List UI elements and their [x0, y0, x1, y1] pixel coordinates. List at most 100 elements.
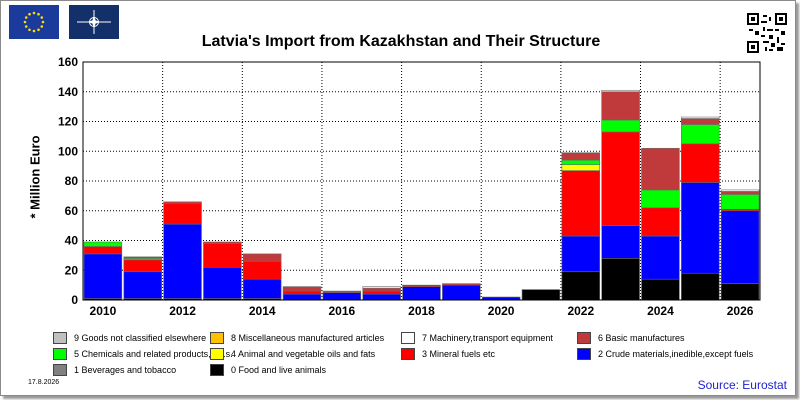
bar-segment [641, 278, 680, 301]
bar-segment [720, 283, 760, 301]
x-tick-label: 2026 [727, 304, 754, 318]
y-tick-label: 160 [58, 55, 78, 69]
bar-segment [720, 194, 760, 210]
plot-border [82, 61, 761, 301]
bar-segment [282, 293, 322, 301]
bar-segment [203, 266, 242, 299]
legend-swatch [53, 364, 67, 376]
bar-segment [681, 182, 720, 274]
bar-chart: 0 20 40 60 80 100 120 140 160 2010 2012 2014 2016 201… [58, 55, 761, 318]
legend-label: 0 Food and live animals [231, 365, 327, 375]
legend-swatch [53, 348, 67, 360]
bar-segment [402, 286, 441, 301]
bar-segment [561, 170, 601, 237]
bar-segment [601, 89, 640, 93]
y-tick-label: 120 [58, 115, 78, 129]
legend-label: 5 Chemicals and related products,n.e.s. [74, 349, 233, 359]
bar-segment [641, 189, 680, 209]
bar-segment [641, 235, 680, 280]
chart-title: Latvia's Import from Kazakhstan and Thei… [201, 33, 601, 50]
legend-item: 1 Beverages and tobacco [53, 364, 176, 376]
bar-segment [442, 284, 481, 301]
bar-segment [362, 293, 401, 301]
legend-swatch [210, 348, 224, 360]
bar-segment [641, 207, 680, 237]
bar-segment [681, 272, 720, 301]
bar-segment [163, 201, 202, 204]
bar-segment [720, 191, 760, 195]
bar-segment [681, 143, 720, 183]
bar-segment [681, 118, 720, 125]
bar-segment [720, 189, 760, 192]
bar-segment [720, 210, 760, 284]
bar-segment [362, 286, 401, 289]
legend-swatch [577, 348, 591, 360]
bar-segment [601, 258, 640, 301]
bar-segment [362, 290, 401, 295]
legend-item: 7 Machinery,transport equipment [401, 332, 553, 344]
bar-segment [83, 246, 123, 255]
bar-segment [601, 131, 640, 226]
bar-segment [601, 225, 640, 259]
bar-segment [203, 241, 242, 244]
legend-item: 0 Food and live animals [210, 364, 326, 376]
eu-flag-icon [9, 5, 59, 39]
x-tick-label: 2014 [249, 304, 276, 318]
bar-segment [123, 271, 162, 299]
y-tick-label: 60 [65, 204, 79, 218]
bar-segment [442, 283, 481, 286]
bar-segment [641, 147, 680, 191]
legend-swatch [53, 332, 67, 344]
bar-segment [322, 290, 362, 293]
x-tick-label: 2022 [567, 304, 594, 318]
bar-segment [163, 203, 202, 225]
legend-label: 8 Miscellaneous manufactured articles [231, 333, 385, 343]
bar-segment [83, 241, 123, 247]
bar-segment [561, 159, 601, 165]
bar-segment [521, 289, 561, 301]
bar-segment [83, 253, 123, 299]
bar-segment [242, 261, 282, 280]
legend-swatch [401, 348, 415, 360]
bar-segment [362, 287, 401, 292]
y-tick-label: 100 [58, 144, 78, 158]
bar-segment [681, 124, 720, 145]
bar-segment [561, 235, 601, 273]
legend-item: 3 Mineral fuels etc [401, 348, 495, 360]
bar-segment [282, 290, 322, 295]
legend-label: 2 Crude materials,inedible,except fuels [598, 349, 754, 359]
legend-swatch [210, 364, 224, 376]
legend-swatch [577, 332, 591, 344]
x-tick-label: 2010 [90, 304, 117, 318]
source-label: Source: Eurostat [697, 378, 787, 392]
legend-item: 8 Miscellaneous manufactured articles [210, 332, 384, 344]
nato-flag-icon [69, 5, 119, 39]
legend-label: 4 Animal and vegetable oils and fats [231, 349, 376, 359]
x-tick-label: 2024 [647, 304, 674, 318]
legend-label: 1 Beverages and tobacco [74, 365, 177, 375]
legend-label: 9 Goods not classified elsewhere [74, 333, 207, 343]
y-tick-label: 40 [65, 234, 79, 248]
bar-segment [561, 164, 601, 171]
bar-segment [203, 243, 242, 268]
legend-item: 5 Chemicals and related products,n.e.s. [53, 348, 233, 360]
y-tick-label: 140 [58, 85, 78, 99]
bar-segment [561, 152, 601, 161]
x-tick-label: 2012 [169, 304, 196, 318]
y-tick-label: 0 [71, 293, 78, 307]
bar-segment [123, 259, 162, 273]
legend-item: 6 Basic manufactures [577, 332, 685, 344]
qr-code-icon [747, 13, 787, 53]
legend-label: 7 Machinery,transport equipment [422, 333, 553, 343]
legend-swatch [210, 332, 224, 344]
legend-item: 9 Goods not classified elsewhere [53, 332, 206, 344]
legend-swatch [401, 332, 415, 344]
legend-label: 6 Basic manufactures [598, 333, 685, 343]
bar-segment [601, 91, 640, 121]
bar-segment [561, 271, 601, 301]
bar-segment [163, 223, 202, 299]
x-tick-label: 2020 [488, 304, 515, 318]
bar-segment [123, 256, 162, 259]
bar-segment [282, 286, 322, 292]
